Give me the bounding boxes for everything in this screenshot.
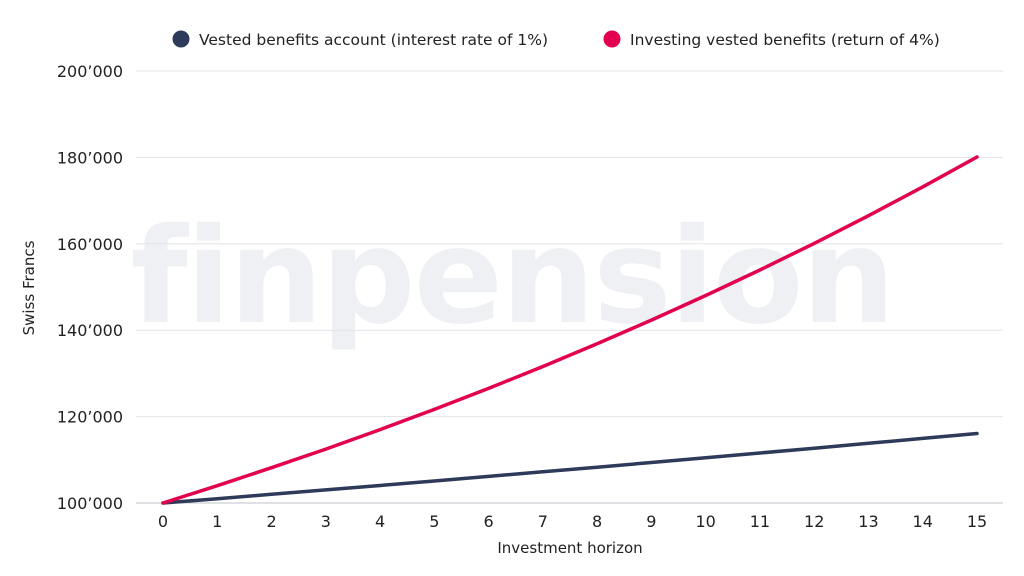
legend-marker	[172, 30, 190, 48]
x-tick-label: 14	[913, 512, 933, 531]
x-axis-ticks: 0 1 2 3 4 5 6 7 8 9 10 11 12 13 14 15	[158, 512, 987, 531]
x-tick-label: 8	[592, 512, 602, 531]
x-tick-label: 3	[321, 512, 331, 531]
x-tick-label: 9	[646, 512, 656, 531]
x-tick-label: 4	[375, 512, 385, 531]
gridlines	[136, 70, 1003, 504]
y-tick-label: 120’000	[57, 408, 123, 427]
x-tick-label: 10	[695, 512, 715, 531]
legend-marker	[603, 30, 621, 48]
watermark-logo: finpension	[130, 200, 893, 354]
x-axis-title: Investment horizon	[497, 539, 642, 557]
y-axis-ticks: 100’000 120’000 140’000 160’000 180’000 200’0…	[57, 62, 123, 513]
series-line-1	[161, 431, 979, 505]
x-tick-label: 12	[804, 512, 824, 531]
x-tick-label: 13	[858, 512, 878, 531]
series-lines	[161, 155, 979, 505]
x-tick-label: 0	[158, 512, 168, 531]
x-tick-label: 11	[750, 512, 770, 531]
x-tick-label: 5	[429, 512, 439, 531]
series-line-2	[161, 155, 979, 505]
y-tick-label: 140’000	[57, 321, 123, 340]
x-tick-label: 7	[538, 512, 548, 531]
y-tick-label: 160’000	[57, 235, 123, 254]
x-tick-label: 15	[967, 512, 987, 531]
legend-label: Investing vested benefits (return of 4%)	[630, 31, 940, 49]
legend-label: Vested benefits account (interest rate o…	[199, 31, 548, 49]
y-tick-label: 100’000	[57, 494, 123, 513]
legend: Vested benefits account (interest rate o…	[172, 30, 940, 49]
x-tick-label: 6	[484, 512, 494, 531]
x-tick-label: 1	[212, 512, 222, 531]
y-axis-title: Swiss Francs	[20, 240, 38, 335]
y-tick-label: 200’000	[57, 62, 123, 81]
y-tick-label: 180’000	[57, 148, 123, 167]
x-tick-label: 2	[266, 512, 276, 531]
